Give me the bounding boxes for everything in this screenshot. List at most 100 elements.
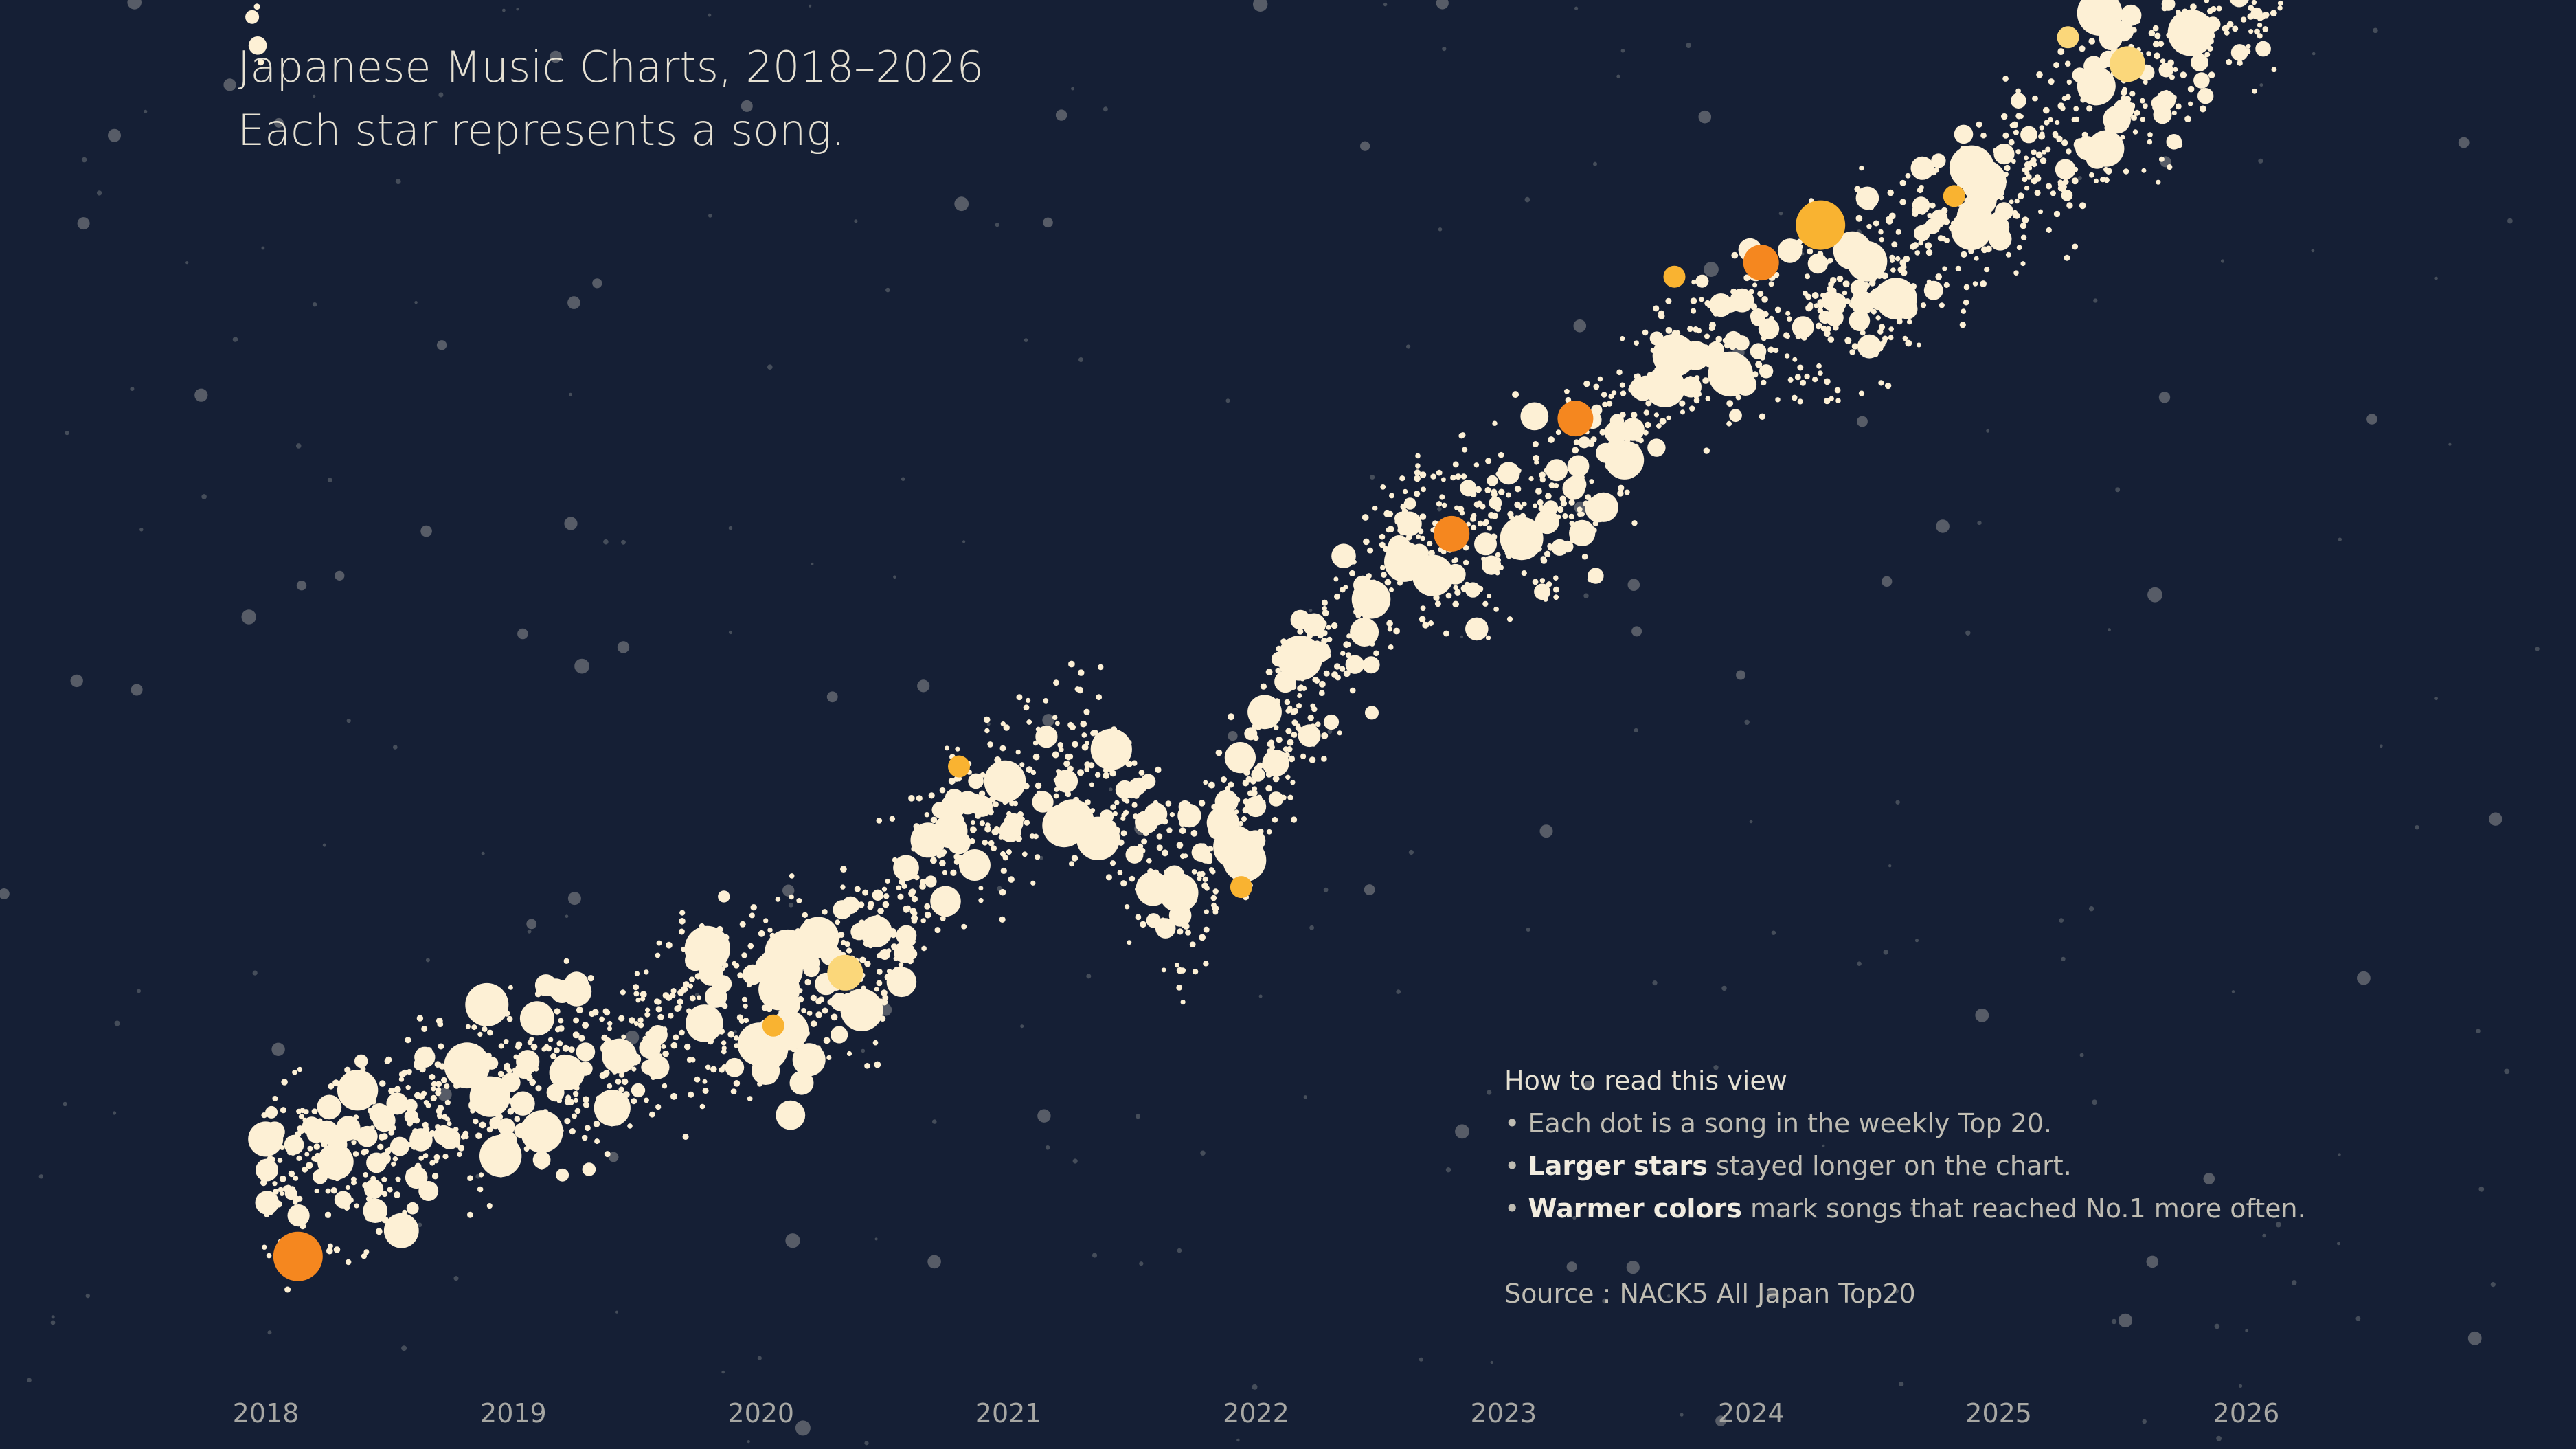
background-star bbox=[2203, 1173, 2215, 1184]
background-star bbox=[335, 570, 345, 581]
song-dot bbox=[1761, 296, 1768, 303]
song-dot bbox=[895, 943, 903, 950]
song-dot bbox=[330, 1187, 337, 1194]
song-dot bbox=[1297, 685, 1304, 692]
song-dot bbox=[1032, 791, 1054, 813]
background-star bbox=[346, 719, 351, 723]
song-dot bbox=[899, 878, 906, 886]
background-star bbox=[901, 477, 905, 481]
song-dot bbox=[1238, 820, 1244, 827]
song-dot bbox=[284, 1286, 291, 1293]
song-dot bbox=[629, 1017, 635, 1024]
song-dot bbox=[958, 849, 991, 881]
song-dot bbox=[2014, 198, 2020, 204]
song-dot bbox=[795, 928, 801, 934]
song-dot bbox=[2038, 209, 2043, 214]
song-dot bbox=[2165, 103, 2171, 110]
song-dot bbox=[300, 1223, 306, 1230]
background-star bbox=[1539, 824, 1553, 838]
song-dot bbox=[324, 1211, 332, 1219]
song-dot bbox=[2034, 190, 2041, 196]
song-dot bbox=[761, 1004, 768, 1011]
song-dot bbox=[1179, 967, 1186, 974]
song-dot bbox=[1849, 349, 1855, 355]
song-dot bbox=[939, 787, 946, 794]
background-star bbox=[1736, 670, 1746, 680]
song-dot bbox=[1561, 540, 1574, 553]
song-dot bbox=[572, 1113, 577, 1119]
song-dot bbox=[947, 809, 953, 815]
song-dot bbox=[2147, 132, 2153, 138]
source-note: Source : NACK5 All Japan Top20 bbox=[1504, 1279, 1916, 1309]
song-dot bbox=[2199, 105, 2206, 113]
song-dot bbox=[1750, 343, 1767, 359]
song-dot bbox=[333, 1159, 339, 1165]
song-dot bbox=[1323, 670, 1330, 677]
song-dot bbox=[1477, 520, 1484, 527]
legend-item: • Each dot is a song in the weekly Top 2… bbox=[1504, 1102, 2306, 1145]
background-star bbox=[2338, 1153, 2341, 1156]
song-dot bbox=[1127, 940, 1132, 945]
song-dot bbox=[506, 1083, 511, 1088]
song-dot bbox=[1427, 541, 1433, 547]
song-dot bbox=[508, 1098, 515, 1105]
background-star bbox=[144, 109, 148, 113]
song-dot bbox=[661, 1044, 666, 1049]
song-dot bbox=[699, 1103, 705, 1110]
song-dot bbox=[581, 1134, 588, 1141]
song-dot bbox=[807, 1057, 814, 1064]
song-dot bbox=[947, 802, 953, 809]
song-dot bbox=[2020, 126, 2037, 144]
song-dot bbox=[1465, 617, 1489, 641]
song-dot bbox=[945, 745, 949, 751]
song-dot bbox=[2140, 117, 2145, 122]
bullet: • bbox=[1504, 1108, 1520, 1138]
song-dot bbox=[352, 1151, 359, 1157]
background-star bbox=[2118, 1313, 2133, 1327]
song-dot bbox=[436, 1087, 442, 1092]
song-dot bbox=[556, 1168, 569, 1182]
song-dot bbox=[1527, 550, 1535, 557]
song-dot bbox=[470, 1108, 475, 1114]
song-dot bbox=[273, 1189, 279, 1195]
song-dot bbox=[1539, 476, 1546, 483]
song-dot bbox=[997, 791, 1003, 798]
song-dot bbox=[1250, 789, 1258, 796]
background-star bbox=[481, 851, 485, 855]
song-dot bbox=[1963, 299, 1969, 306]
song-dot bbox=[1071, 855, 1078, 862]
song-dot bbox=[2046, 227, 2052, 233]
background-star bbox=[2434, 697, 2439, 701]
song-dot bbox=[1858, 300, 1865, 307]
song-dot bbox=[1179, 820, 1186, 827]
song-dot bbox=[574, 1085, 580, 1091]
song-dot bbox=[2045, 146, 2051, 153]
song-dot bbox=[1589, 479, 1594, 484]
background-star bbox=[2448, 442, 2452, 446]
song-dot bbox=[1229, 866, 1235, 871]
background-star bbox=[2231, 990, 2235, 993]
song-dot bbox=[1470, 516, 1476, 522]
song-dot bbox=[1191, 869, 1197, 875]
background-star bbox=[893, 575, 896, 579]
song-dot bbox=[2193, 54, 2199, 60]
song-dot bbox=[1161, 967, 1166, 973]
song-dot bbox=[633, 984, 640, 991]
song-dot bbox=[368, 1205, 375, 1212]
song-dot bbox=[1302, 613, 1326, 637]
song-dot bbox=[1826, 308, 1844, 327]
song-dot bbox=[991, 845, 997, 851]
song-dot bbox=[1213, 825, 1256, 869]
song-dot bbox=[2066, 79, 2072, 85]
song-dot bbox=[1234, 837, 1241, 843]
song-dot bbox=[1726, 400, 1734, 407]
song-dot bbox=[1285, 774, 1291, 780]
song-dot bbox=[1519, 539, 1525, 546]
song-dot bbox=[1735, 394, 1741, 401]
song-dot bbox=[1930, 168, 1937, 176]
song-dot bbox=[722, 934, 730, 941]
song-dot bbox=[656, 1040, 662, 1046]
song-dot bbox=[934, 927, 941, 934]
song-dot bbox=[911, 895, 918, 903]
